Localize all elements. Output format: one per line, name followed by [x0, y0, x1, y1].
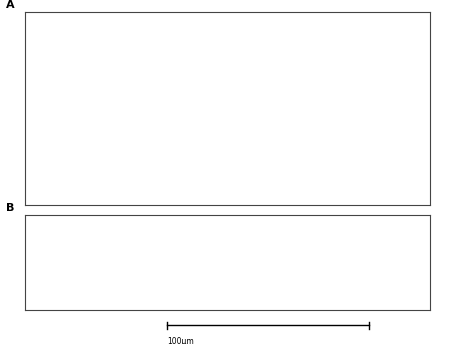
Text: B: B	[6, 203, 14, 213]
Text: 480h: 480h	[135, 190, 153, 196]
Text: 480h: 480h	[203, 300, 221, 306]
Text: 360h: 360h	[396, 93, 414, 98]
Bar	[295, 140, 326, 154]
Text: A: A	[6, 0, 15, 10]
Text: 600h: 600h	[405, 300, 423, 306]
Text: 120h: 120h	[134, 93, 152, 98]
Text: 600h: 600h	[266, 190, 284, 196]
Text: Spinels: Spinels	[333, 172, 364, 181]
Text: Cracks: Cracks	[333, 142, 362, 151]
Text: flower shape: flower shape	[118, 282, 183, 291]
Bar	[36, 117, 115, 163]
Text: 240h: 240h	[265, 93, 283, 98]
Text: 50μm: 50μm	[323, 121, 346, 130]
Bar	[199, 25, 248, 54]
Text: 100μm: 100μm	[167, 337, 193, 344]
Bar	[196, 36, 255, 93]
